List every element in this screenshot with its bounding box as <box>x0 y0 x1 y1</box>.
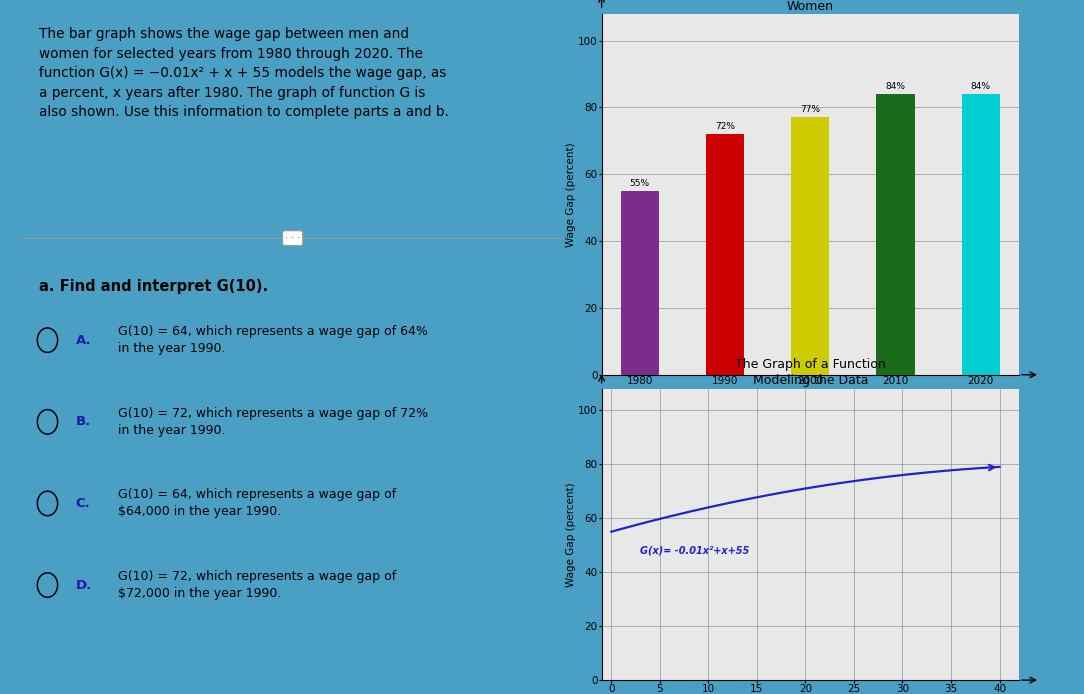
Text: 77%: 77% <box>800 105 821 114</box>
Bar <box>791 117 829 375</box>
Text: The bar graph shows the wage gap between men and
women for selected years from 1: The bar graph shows the wage gap between… <box>39 27 449 119</box>
Text: a. Find and interpret G(10).: a. Find and interpret G(10). <box>39 279 268 294</box>
Bar <box>876 94 915 375</box>
Title: The Graph of a Function
Modeling the Data: The Graph of a Function Modeling the Dat… <box>735 359 886 387</box>
Bar <box>620 191 659 375</box>
Text: 84%: 84% <box>886 82 905 91</box>
Text: G(10) = 72, which represents a wage gap of
$72,000 in the year 1990.: G(10) = 72, which represents a wage gap … <box>118 570 396 600</box>
Text: 72%: 72% <box>715 122 735 131</box>
Bar <box>706 134 745 375</box>
Text: C.: C. <box>76 497 90 510</box>
Y-axis label: Wage Gap (percent): Wage Gap (percent) <box>567 482 577 586</box>
Text: G(10) = 64, which represents a wage gap of 64%
in the year 1990.: G(10) = 64, which represents a wage gap … <box>118 325 428 355</box>
Text: G(10) = 72, which represents a wage gap of 72%
in the year 1990.: G(10) = 72, which represents a wage gap … <box>118 407 428 437</box>
X-axis label: Year: Year <box>799 389 822 399</box>
Text: 84%: 84% <box>971 82 991 91</box>
Y-axis label: Wage Gap (percent): Wage Gap (percent) <box>567 142 577 246</box>
Text: B.: B. <box>76 415 91 428</box>
Text: D.: D. <box>76 579 92 591</box>
Title: Wage Gap Between Men and
Women: Wage Gap Between Men and Women <box>720 0 901 12</box>
Text: G(10) = 64, which represents a wage gap of
$64,000 in the year 1990.: G(10) = 64, which represents a wage gap … <box>118 489 396 518</box>
Text: A.: A. <box>76 334 91 347</box>
Bar <box>962 94 1001 375</box>
Text: 55%: 55% <box>630 178 649 187</box>
Text: · · ·: · · · <box>285 233 300 243</box>
Text: G(x)= -0.01x²+x+55: G(x)= -0.01x²+x+55 <box>641 545 750 555</box>
